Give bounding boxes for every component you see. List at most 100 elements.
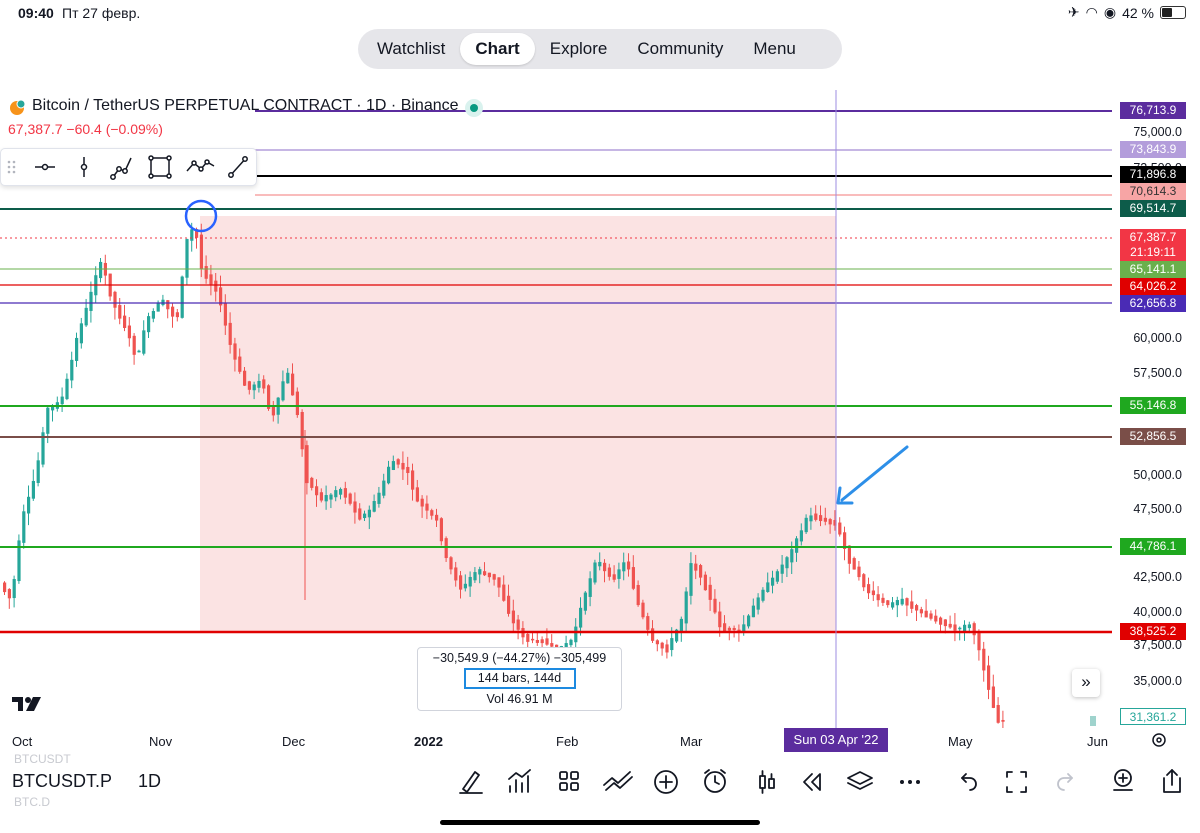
- level-label[interactable]: 31,361.2: [1120, 708, 1186, 725]
- horizontal-ray-icon[interactable]: [35, 163, 55, 171]
- candle-body: [545, 638, 549, 645]
- candle-body: [679, 618, 683, 633]
- price-tick: 42,500.0: [1133, 570, 1182, 584]
- symbol-title[interactable]: Bitcoin / TetherUS PERPETUAL CONTRACT · …: [32, 97, 459, 114]
- level-label[interactable]: 76,713.9: [1120, 102, 1186, 119]
- candle-body: [967, 624, 971, 629]
- alert-icon[interactable]: [704, 769, 726, 793]
- candle-body: [190, 229, 194, 241]
- indicators-icon[interactable]: [508, 769, 531, 793]
- rectangle-icon[interactable]: [148, 155, 172, 179]
- candle-body: [675, 629, 679, 642]
- level-label[interactable]: 73,843.9: [1120, 141, 1186, 158]
- tab-menu[interactable]: Menu: [753, 39, 796, 58]
- candle-body: [598, 561, 602, 567]
- level-label[interactable]: 55,146.8: [1120, 397, 1186, 414]
- add-icon[interactable]: [654, 770, 678, 794]
- candle-body: [492, 574, 496, 580]
- candle-body: [223, 303, 227, 326]
- level-label[interactable]: 69,514.7: [1120, 200, 1186, 217]
- level-label[interactable]: 52,856.5: [1120, 428, 1186, 445]
- candle-body: [972, 623, 976, 636]
- candle-body: [934, 615, 938, 622]
- candle-body: [785, 557, 789, 569]
- candle-body: [329, 494, 333, 500]
- candle-body: [631, 567, 635, 589]
- candle-body: [435, 514, 439, 521]
- chart-settings-icon[interactable]: [1150, 731, 1168, 754]
- tab-watchlist[interactable]: Watchlist: [377, 39, 446, 58]
- candle-body: [319, 492, 323, 501]
- candle-body: [987, 665, 991, 690]
- brush-icon[interactable]: [459, 771, 483, 794]
- more-icon[interactable]: [900, 780, 920, 784]
- candle-body: [79, 323, 83, 344]
- candle-body: [324, 495, 328, 502]
- trend-path-icon[interactable]: [110, 157, 132, 180]
- candle-body: [943, 619, 947, 627]
- candle-body: [415, 487, 419, 502]
- polyline-icon[interactable]: [186, 159, 215, 172]
- candle-body: [382, 480, 386, 496]
- candle-body: [977, 632, 981, 651]
- volume-bar: [1090, 716, 1096, 726]
- footer-interval[interactable]: 1D: [138, 771, 162, 791]
- last-price-label[interactable]: 67,387.7 21:19:11: [1120, 229, 1186, 261]
- candle-body: [583, 592, 587, 611]
- share-icon[interactable]: [1163, 769, 1181, 793]
- candle-body: [51, 405, 55, 411]
- level-label[interactable]: 38,525.2: [1120, 623, 1186, 640]
- candle-body: [771, 577, 775, 586]
- fullscreen-icon[interactable]: [1006, 771, 1027, 793]
- drag-handle-icon[interactable]: [7, 160, 16, 174]
- location-icon: ◉: [1103, 4, 1117, 20]
- candle-body: [871, 590, 875, 596]
- undo-icon[interactable]: [961, 773, 977, 791]
- candle-body: [684, 591, 688, 624]
- candles: [3, 222, 1096, 728]
- candle-body: [65, 378, 69, 400]
- candle-body: [473, 572, 477, 581]
- vertical-line-icon[interactable]: [80, 157, 88, 177]
- candle-body: [199, 234, 203, 269]
- measure-change: −30,549.9 (−44.27%) −305,499: [432, 651, 607, 665]
- candle-body: [655, 640, 659, 645]
- candle-body: [766, 582, 770, 592]
- redo-icon[interactable]: [1057, 773, 1073, 791]
- candle-body: [161, 299, 165, 306]
- level-label[interactable]: 44,786.1: [1120, 538, 1186, 555]
- layers-icon[interactable]: [847, 771, 873, 790]
- trend-line-icon[interactable]: [228, 156, 248, 178]
- candle-body: [814, 513, 818, 520]
- tab-community[interactable]: Community: [637, 39, 724, 58]
- level-label[interactable]: 70,614.3: [1120, 183, 1186, 200]
- time-tick: Oct: [12, 734, 33, 749]
- replay-icon[interactable]: [803, 773, 821, 791]
- level-label[interactable]: 65,141.1: [1120, 261, 1186, 278]
- level-label[interactable]: 62,656.8: [1120, 295, 1186, 312]
- templates-icon[interactable]: [559, 771, 579, 791]
- level-label[interactable]: 64,026.2: [1120, 278, 1186, 295]
- price-tick: 35,000.0: [1133, 674, 1182, 688]
- watermark-symbol-2: BTC.D: [14, 795, 50, 809]
- candle-body: [703, 574, 707, 591]
- price-chart[interactable]: [0, 88, 1200, 728]
- candle-body: [497, 577, 501, 588]
- candle-body: [291, 373, 295, 396]
- compare-icon[interactable]: [603, 771, 633, 791]
- add-alert-icon[interactable]: [1113, 769, 1133, 791]
- crosshair-date-label: Sun 03 Apr '22: [784, 728, 888, 752]
- footer-symbol[interactable]: BTCUSDT.P: [12, 771, 113, 791]
- scroll-to-realtime-button[interactable]: »: [1072, 669, 1100, 697]
- price-tick: 47,500.0: [1133, 502, 1182, 516]
- candle-body: [895, 600, 899, 606]
- tab-explore[interactable]: Explore: [549, 39, 608, 58]
- candle-body: [593, 562, 597, 583]
- candle-body: [132, 335, 136, 355]
- candles-icon[interactable]: [759, 770, 775, 794]
- candle-body: [876, 594, 880, 601]
- candle-body: [151, 311, 155, 319]
- candle-body: [607, 567, 611, 577]
- tab-chart[interactable]: Chart: [460, 33, 535, 65]
- level-label[interactable]: 71,896.8: [1120, 166, 1186, 183]
